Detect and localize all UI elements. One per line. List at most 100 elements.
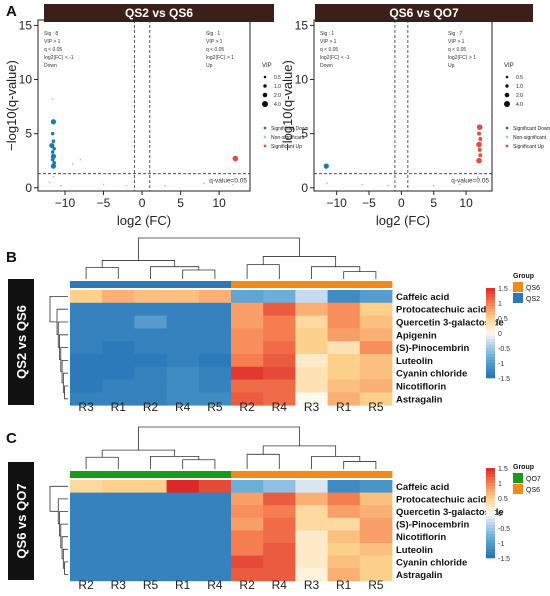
heatmap-cell: [295, 379, 328, 393]
point-significant-up: [476, 157, 482, 164]
legend-vip-dot: [263, 75, 267, 79]
color-scale-step: [486, 354, 495, 358]
color-scale-step: [486, 369, 495, 373]
heatmap-cell: [327, 568, 361, 582]
heatmap-cell: [198, 366, 232, 380]
legend-vip-dot: [262, 101, 268, 107]
annotation-down-2: q < 0.05: [44, 47, 62, 53]
heatmap-cell: [166, 366, 200, 380]
heatmap-cell: [359, 555, 393, 569]
heatmap-cell: [263, 379, 296, 393]
color-scale-step: [486, 330, 495, 334]
point-nonsignificant: [387, 184, 390, 187]
color-scale-step: [486, 327, 495, 331]
heatmap-cell: [231, 315, 264, 329]
heatmap-cell: [134, 530, 167, 544]
group-legend-label: QS2: [526, 296, 540, 303]
group-annotation-cell: [295, 281, 328, 288]
column-label: R3: [304, 400, 320, 414]
row-dendrogram-link: [64, 385, 68, 400]
heatmap-cell: [70, 302, 103, 316]
heatmap-cell: [102, 302, 135, 316]
color-scale-step: [486, 549, 495, 553]
point-significant-down: [52, 146, 56, 151]
heatmap-cell: [102, 392, 135, 406]
heatmap-cell: [295, 568, 328, 582]
heatmap-cell: [295, 302, 328, 316]
heatmap-cell: [263, 328, 296, 342]
heatmap-cell: [231, 341, 264, 355]
volcano-plot-qs2-qs6: QS2 vs QS6 q-value=0.05 Sig : 8 VIP > 1 q < …: [4, 4, 308, 228]
color-scale-step: [486, 471, 495, 475]
x-tick-label: −10: [326, 196, 347, 210]
heatmap-cell: [295, 366, 328, 380]
legend-sig-label: Non-significant: [513, 135, 547, 141]
legend-sig-dot: [505, 135, 509, 139]
column-label: R4: [272, 400, 288, 414]
color-scale-step: [486, 525, 495, 529]
color-scale-step: [486, 309, 495, 313]
column-label: R2: [239, 400, 255, 414]
row-label: Luteolin: [396, 545, 433, 556]
group-legend-swatch: [513, 473, 523, 483]
y-tick-label: 10: [295, 73, 309, 87]
heatmap-cell: [198, 555, 232, 569]
heatmap-cell: [231, 568, 264, 582]
heatmap-cell: [102, 505, 135, 519]
color-scale-step: [486, 351, 495, 355]
color-scale-step: [486, 513, 495, 517]
row-label: (S)-Pinocembrin: [396, 343, 470, 354]
group-legend-swatch: [513, 484, 523, 494]
group-annotation-cell: [102, 471, 135, 478]
panel-label-b: B: [6, 249, 17, 266]
color-scale-step: [486, 504, 495, 508]
heatmap-cell: [327, 366, 361, 380]
annotation-up-2: q < 0.05: [206, 47, 224, 53]
row-dendrogram-link: [64, 561, 68, 575]
heatmap-cell: [263, 341, 296, 355]
heatmap-cell: [134, 517, 167, 531]
x-tick-label: 10: [212, 196, 226, 210]
x-tick-label: −5: [362, 196, 376, 210]
column-dendrogram-link: [343, 461, 377, 469]
heatmap-cell: [198, 492, 232, 506]
heatmap-cell: [231, 328, 264, 342]
group-legend-label: QS6: [526, 285, 540, 292]
heatmap-cell: [134, 543, 167, 556]
heatmap-cell: [70, 366, 103, 380]
color-scale-step: [486, 507, 495, 511]
annotation-down-2: q < 0.05: [320, 47, 338, 53]
color-scale-step: [486, 474, 495, 478]
color-scale-step: [486, 552, 495, 556]
heatmap-cell: [263, 555, 296, 569]
heatmap-cell: [102, 354, 135, 368]
row-label: Cyanin chloride: [396, 557, 467, 568]
column-dendrogram-link: [85, 267, 119, 279]
column-dendrogram-link: [246, 453, 280, 469]
group-annotation-cell: [263, 281, 296, 288]
color-scale-step: [486, 480, 495, 484]
heatmap-cell: [134, 492, 167, 506]
volcano-plot-qs6-qo7: QS6 vs QO7 q-value=0.05 Sig : 1 VIP > 1 q < …: [280, 4, 550, 228]
column-dendrogram-link: [343, 271, 377, 279]
point-nonsignificant: [79, 158, 82, 161]
heatmap-cell: [263, 517, 296, 531]
row-label: Caffeic acid: [396, 482, 450, 493]
heatmap-cell: [70, 517, 103, 531]
column-dendrogram-link: [311, 266, 361, 279]
heatmap-cell: [295, 341, 328, 355]
heatmap-cell: [198, 530, 232, 544]
column-dendrogram-link: [262, 256, 337, 267]
heatmap-cell: [295, 328, 328, 342]
annotation-down-1: VIP > 1: [44, 39, 61, 45]
heatmap-cell: [263, 354, 296, 368]
heatmap-cell: [263, 505, 296, 519]
legend-sig-label: Significant Down: [271, 126, 308, 132]
row-dendrogram-link: [49, 296, 68, 323]
heatmap-cell: [70, 505, 103, 519]
heatmap-cell: [359, 492, 393, 506]
column-dendrogram-link: [150, 456, 200, 469]
point-nonsignificant: [361, 183, 364, 186]
heatmap-cell: [359, 517, 393, 531]
column-dendrogram-link: [262, 445, 337, 457]
